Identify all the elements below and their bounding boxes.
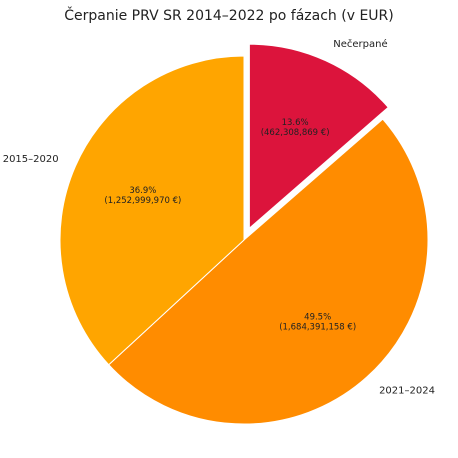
percent-label: 36.9% xyxy=(129,186,156,196)
value-label: (1,684,391,158 €) xyxy=(279,323,356,333)
category-label: 2015–2020 xyxy=(3,154,59,165)
pie-slice xyxy=(248,43,389,230)
category-label: 2021–2024 xyxy=(379,386,435,397)
percent-label: 49.5% xyxy=(304,313,331,323)
pie-slice xyxy=(59,55,245,366)
value-label: (462,308,869 €) xyxy=(261,128,330,138)
chart-title: Čerpanie PRV SR 2014–2022 po fázach (v E… xyxy=(64,6,393,24)
value-label: (1,252,999,970 €) xyxy=(104,196,181,206)
category-label: Nečerpané xyxy=(333,38,387,50)
percent-label: 13.6% xyxy=(282,118,309,128)
pie-slice xyxy=(108,118,429,425)
